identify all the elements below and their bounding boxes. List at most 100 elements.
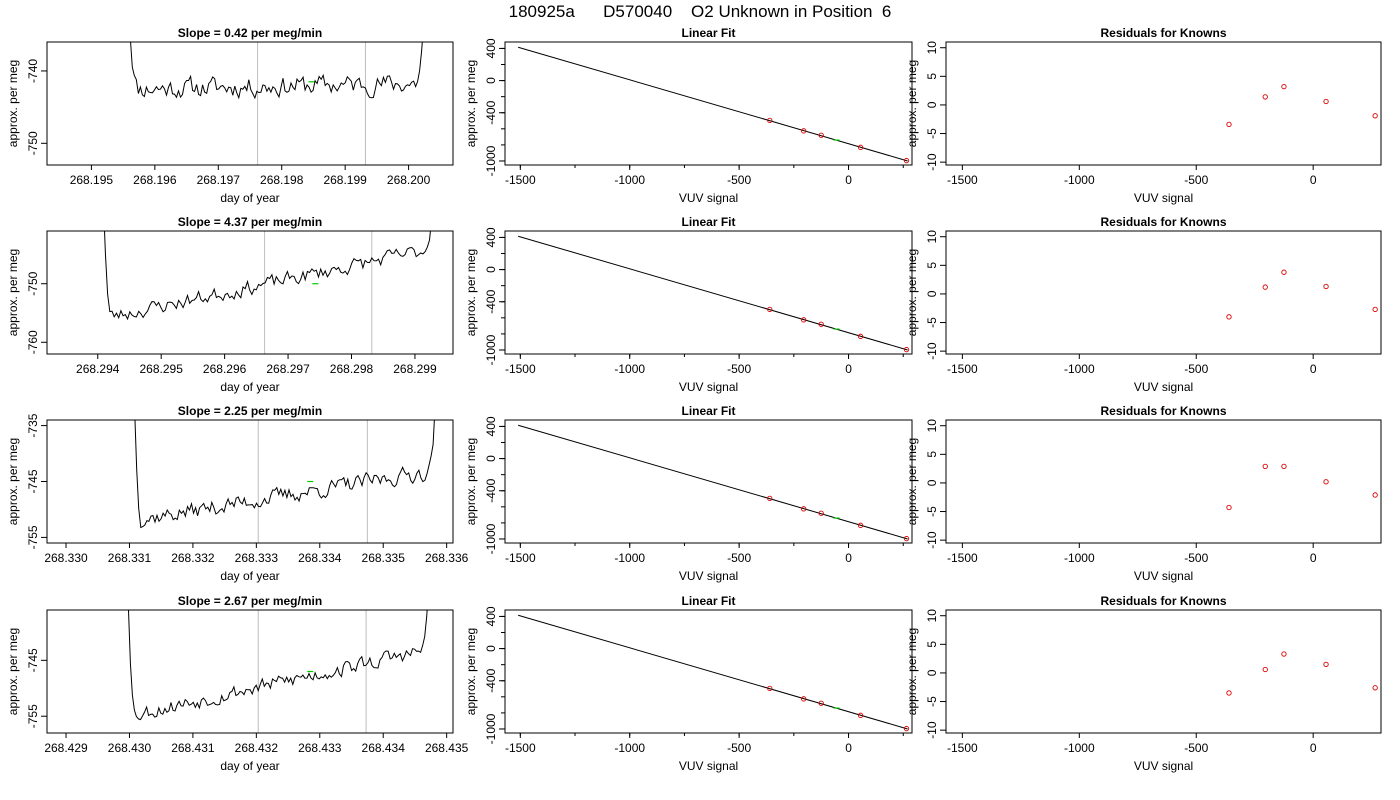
residual-point xyxy=(1372,113,1378,119)
y-tick-label: -750 xyxy=(26,131,40,155)
y-tick-label: 5 xyxy=(925,262,939,269)
plot-area xyxy=(517,614,910,732)
known-point xyxy=(818,321,824,327)
x-tick-label: 268.332 xyxy=(171,551,215,565)
panel-timeseries-row-3: Slope = 2.25 per meg/min 268.330 268.331 26… xyxy=(6,404,469,583)
panel-fit-row-4: Linear Fit -1500 -1000 -500 0 400 0 -400 -1000 VU… xyxy=(464,594,913,773)
x-tick-label: -1000 xyxy=(1064,551,1095,565)
y-tick-label: 400 xyxy=(484,38,498,58)
residual-point xyxy=(1281,83,1287,90)
x-tick-label: -1500 xyxy=(947,741,978,755)
panel-fit-row-3: Linear Fit -1500 -1000 -500 0 400 0 -400 -1000 VU… xyxy=(464,404,913,583)
residual-point xyxy=(1262,666,1268,673)
x-axis-label: day of year xyxy=(220,380,279,394)
y-tick-label: -750 xyxy=(26,271,40,295)
fit-line xyxy=(517,46,908,162)
residual-point xyxy=(1372,306,1378,313)
x-tick-label: -1500 xyxy=(505,362,536,376)
y-tick-label: -10 xyxy=(925,153,939,171)
y-axis-label: approx. per meg xyxy=(464,249,478,336)
plot-area xyxy=(104,231,431,354)
y-axis-label: approx. per meg xyxy=(6,60,20,147)
y-tick-label: 5 xyxy=(925,641,939,648)
plot-frame xyxy=(504,419,913,544)
x-axis-label: VUV signal xyxy=(1134,759,1193,773)
x-tick-label: -1000 xyxy=(1064,741,1095,755)
x-tick-label: 268.298 xyxy=(330,362,374,376)
panel-title: Linear Fit xyxy=(681,26,735,40)
data-trace xyxy=(130,42,423,100)
y-axis-label: approx. per meg xyxy=(905,438,919,525)
panel-title: Slope = 0.42 per meg/min xyxy=(178,26,322,40)
x-tick-label: -500 xyxy=(727,173,751,187)
panel-title: Residuals for Knowns xyxy=(1100,404,1226,418)
y-tick-label: 400 xyxy=(484,606,498,626)
plot-area xyxy=(517,235,910,353)
x-axis-label: VUV signal xyxy=(1134,191,1193,205)
y-axis-label: approx. per meg xyxy=(905,628,919,715)
x-tick-label: -1000 xyxy=(614,362,645,376)
plot-frame xyxy=(46,609,454,734)
known-point xyxy=(801,128,807,134)
plot-frame xyxy=(46,230,454,355)
residual-point xyxy=(1226,690,1232,696)
x-axis-label: VUV signal xyxy=(1134,569,1193,583)
plot-area xyxy=(130,42,423,165)
y-tick-label: -745 xyxy=(26,648,40,672)
panel-title: Linear Fit xyxy=(681,594,735,608)
y-tick-label: 0 xyxy=(484,77,498,84)
residual-point xyxy=(1281,269,1287,275)
x-tick-label: 268.335 xyxy=(362,551,406,565)
x-tick-label: 268.431 xyxy=(171,741,215,755)
y-tick-label: -10 xyxy=(925,531,939,549)
panel-title: Residuals for Knowns xyxy=(1100,594,1226,608)
known-point xyxy=(857,144,864,150)
known-point xyxy=(801,317,807,323)
known-point xyxy=(801,506,807,512)
plot-frame xyxy=(945,230,1382,355)
known-point xyxy=(857,333,864,339)
x-axis-label: day of year xyxy=(220,759,279,773)
plot-frame xyxy=(46,419,454,544)
residual-point xyxy=(1323,479,1329,485)
x-tick-label: 268.295 xyxy=(139,362,183,376)
x-tick-label: 0 xyxy=(1310,551,1317,565)
x-tick-label: 268.334 xyxy=(298,551,342,565)
plot-frame xyxy=(945,41,1382,166)
x-tick-label: 268.299 xyxy=(393,362,437,376)
known-point xyxy=(857,712,864,718)
data-trace xyxy=(127,610,428,721)
residual-point xyxy=(1281,463,1287,469)
panel-residuals-row-1: Residuals for Knowns -1500 -1000 -500 0 10 5 0 -… xyxy=(905,26,1382,205)
x-tick-label: 0 xyxy=(845,551,852,565)
x-tick-label: -500 xyxy=(727,741,751,755)
y-tick-label: -5 xyxy=(925,128,939,139)
x-tick-label: 0 xyxy=(845,741,852,755)
residual-point xyxy=(1226,504,1232,511)
y-tick-label: -400 xyxy=(484,478,498,502)
x-tick-label: 268.432 xyxy=(235,741,279,755)
x-tick-label: 268.435 xyxy=(425,741,469,755)
y-tick-label: -1000 xyxy=(484,523,498,554)
panel-timeseries-row-2: Slope = 4.37 per meg/min 268.294 268.295 26… xyxy=(6,215,454,394)
y-axis-label: approx. per meg xyxy=(464,628,478,715)
x-tick-label: -500 xyxy=(1184,551,1208,565)
known-point xyxy=(767,495,773,502)
known-point xyxy=(818,510,824,516)
page-title: 180925a D570040 O2 Unknown in Position 6 xyxy=(508,2,892,21)
x-tick-label: 268.336 xyxy=(425,551,469,565)
plot-area xyxy=(1226,651,1378,696)
known-point xyxy=(903,535,910,542)
x-tick-label: 268.330 xyxy=(44,551,88,565)
x-axis-label: VUV signal xyxy=(679,759,738,773)
residual-point xyxy=(1262,463,1268,469)
y-tick-label: -400 xyxy=(484,100,498,124)
x-tick-label: 268.429 xyxy=(44,741,88,755)
panel-title: Slope = 2.25 per meg/min xyxy=(178,404,322,418)
x-tick-label: 268.200 xyxy=(387,173,431,187)
panel-title: Slope = 4.37 per meg/min xyxy=(178,215,322,229)
plot-area xyxy=(134,420,435,543)
x-axis-label: VUV signal xyxy=(1134,380,1193,394)
x-tick-label: 0 xyxy=(1310,741,1317,755)
panel-fit-row-2: Linear Fit -1500 -1000 -500 0 400 0 -400 -1000 VU… xyxy=(464,215,913,394)
